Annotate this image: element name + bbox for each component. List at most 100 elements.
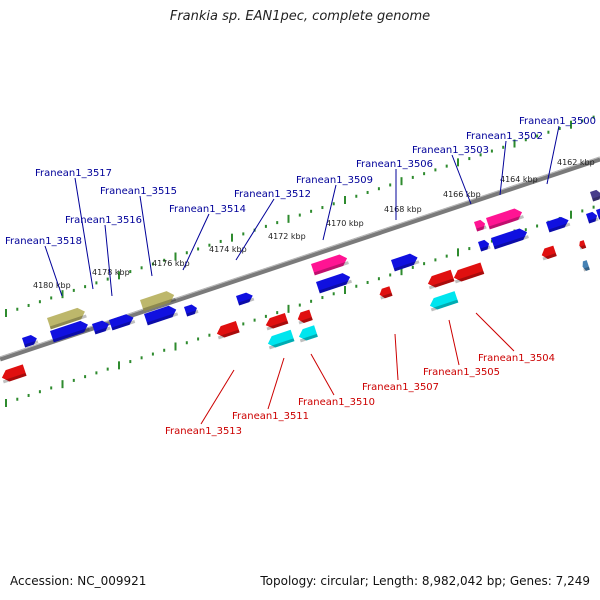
forward-gene-arrow [596, 208, 600, 220]
forward-gene-arrow [391, 253, 420, 272]
forward-gene-arrow [586, 211, 599, 224]
reverse-gene-arrow [429, 291, 459, 312]
gene-body [316, 273, 351, 294]
gene-body [579, 240, 587, 249]
forward-label-leader [322, 184, 337, 241]
reverse-label-leader [267, 357, 285, 410]
forward-label-leader [499, 140, 507, 196]
forward-label-leader [44, 245, 63, 297]
reverse-gene-arrow [216, 321, 240, 340]
gene-shade [52, 327, 90, 343]
reverse-gene-arrow [265, 313, 289, 331]
gene-body [140, 291, 175, 312]
forward-gene-arrow [236, 292, 255, 306]
scale-label: 4170 kbp [326, 219, 364, 228]
gene-shade [454, 271, 485, 284]
reverse-label-leader [200, 369, 235, 425]
forward-gene-arrow [47, 307, 87, 330]
forward-label-leader [74, 177, 94, 290]
forward-gene-arrow [184, 304, 199, 317]
forward-label-leader [139, 195, 153, 277]
reverse-gene-arrow [582, 260, 590, 272]
forward-gene-arrow [311, 254, 349, 276]
gene-shade [94, 326, 111, 335]
gene-shade [146, 312, 179, 326]
gene-shade [142, 297, 177, 312]
gene-shade [266, 320, 289, 331]
scale-label: 4174 kbp [209, 245, 247, 254]
gene-shade [430, 299, 459, 312]
scale-label: 4166 kbp [443, 190, 481, 199]
gene-body [109, 314, 134, 331]
gene-body [298, 325, 318, 341]
gene-body [427, 269, 455, 288]
scale-label: 4162 kbp [557, 158, 595, 167]
gene-shade [2, 372, 27, 384]
scale-label: 4176 kbp [152, 259, 190, 268]
forward-label-leader [235, 198, 275, 261]
forward-gene-arrow [316, 273, 353, 294]
scale-label: 4164 kbp [500, 175, 538, 184]
forward-gene-label: Franean1_3512 [234, 189, 311, 200]
gene-body [265, 313, 289, 329]
reverse-gene-label: Franean1_3510 [298, 397, 375, 408]
gene-shade [488, 215, 524, 230]
gene-body [311, 254, 348, 276]
outer-scale-track [5, 115, 595, 318]
gene-shade [299, 333, 318, 343]
reverse-gene-label: Franean1_3513 [165, 426, 242, 437]
forward-label-leader [104, 224, 113, 297]
gene-shade [476, 225, 487, 232]
forward-gene-arrow [474, 219, 487, 232]
gene-shade [583, 266, 590, 272]
reverse-gene-label: Franean1_3507 [362, 382, 439, 393]
reverse-gene-arrow [427, 269, 455, 290]
forward-gene-arrow [140, 291, 177, 312]
gene-shade [24, 340, 39, 348]
gene-body [379, 286, 393, 299]
gene-shade [592, 195, 600, 202]
forward-gene-arrow [491, 228, 529, 250]
gene-body [478, 239, 490, 252]
gene-body [546, 216, 569, 233]
inner-scale-track [5, 205, 595, 408]
forward-gene-arrow [144, 305, 179, 326]
accession-text: Accession: NC_009921 [10, 574, 147, 588]
gene-shade [318, 279, 353, 294]
reverse-gene-arrow [297, 309, 313, 325]
forward-gene-label: Franean1_3500 [519, 116, 596, 127]
gene-shade [480, 245, 491, 252]
reverse-gene-arrow [1, 364, 27, 384]
gene-body [596, 208, 600, 220]
forward-gene-label: Franean1_3506 [356, 159, 433, 170]
scale-label: 4180 kbp [33, 281, 71, 290]
forward-gene-label: Franean1_3517 [35, 168, 112, 179]
forward-gene-label: Franean1_3502 [466, 131, 543, 142]
reverse-gene-label: Franean1_3504 [478, 353, 555, 364]
reverse-gene-arrow [267, 329, 295, 350]
gene-shade [217, 329, 240, 340]
reverse-label-leader [394, 333, 399, 381]
gene-body [22, 335, 37, 348]
forward-gene-arrow [50, 320, 90, 343]
reverse-gene-arrow [298, 325, 318, 343]
gene-shade [49, 314, 87, 330]
gene-body [144, 305, 177, 326]
forward-gene-arrow [590, 189, 600, 202]
gene-body [429, 291, 459, 310]
gene-body [453, 262, 485, 282]
gene-shade [238, 297, 255, 306]
gene-body [297, 309, 313, 323]
reverse-label-leader [448, 319, 460, 366]
gene-body [582, 260, 590, 271]
forward-gene-arrow [22, 335, 39, 348]
forward-gene-arrow [109, 314, 136, 331]
forward-gene-label: Franean1_3514 [169, 204, 246, 215]
gene-body [391, 253, 418, 272]
gene-body [541, 245, 557, 259]
forward-label-leader [546, 125, 560, 185]
scale-label: 4178 kbp [92, 268, 130, 277]
forward-gene-label: Franean1_3503 [412, 145, 489, 156]
reverse-gene-label: Franean1_3511 [232, 411, 309, 422]
